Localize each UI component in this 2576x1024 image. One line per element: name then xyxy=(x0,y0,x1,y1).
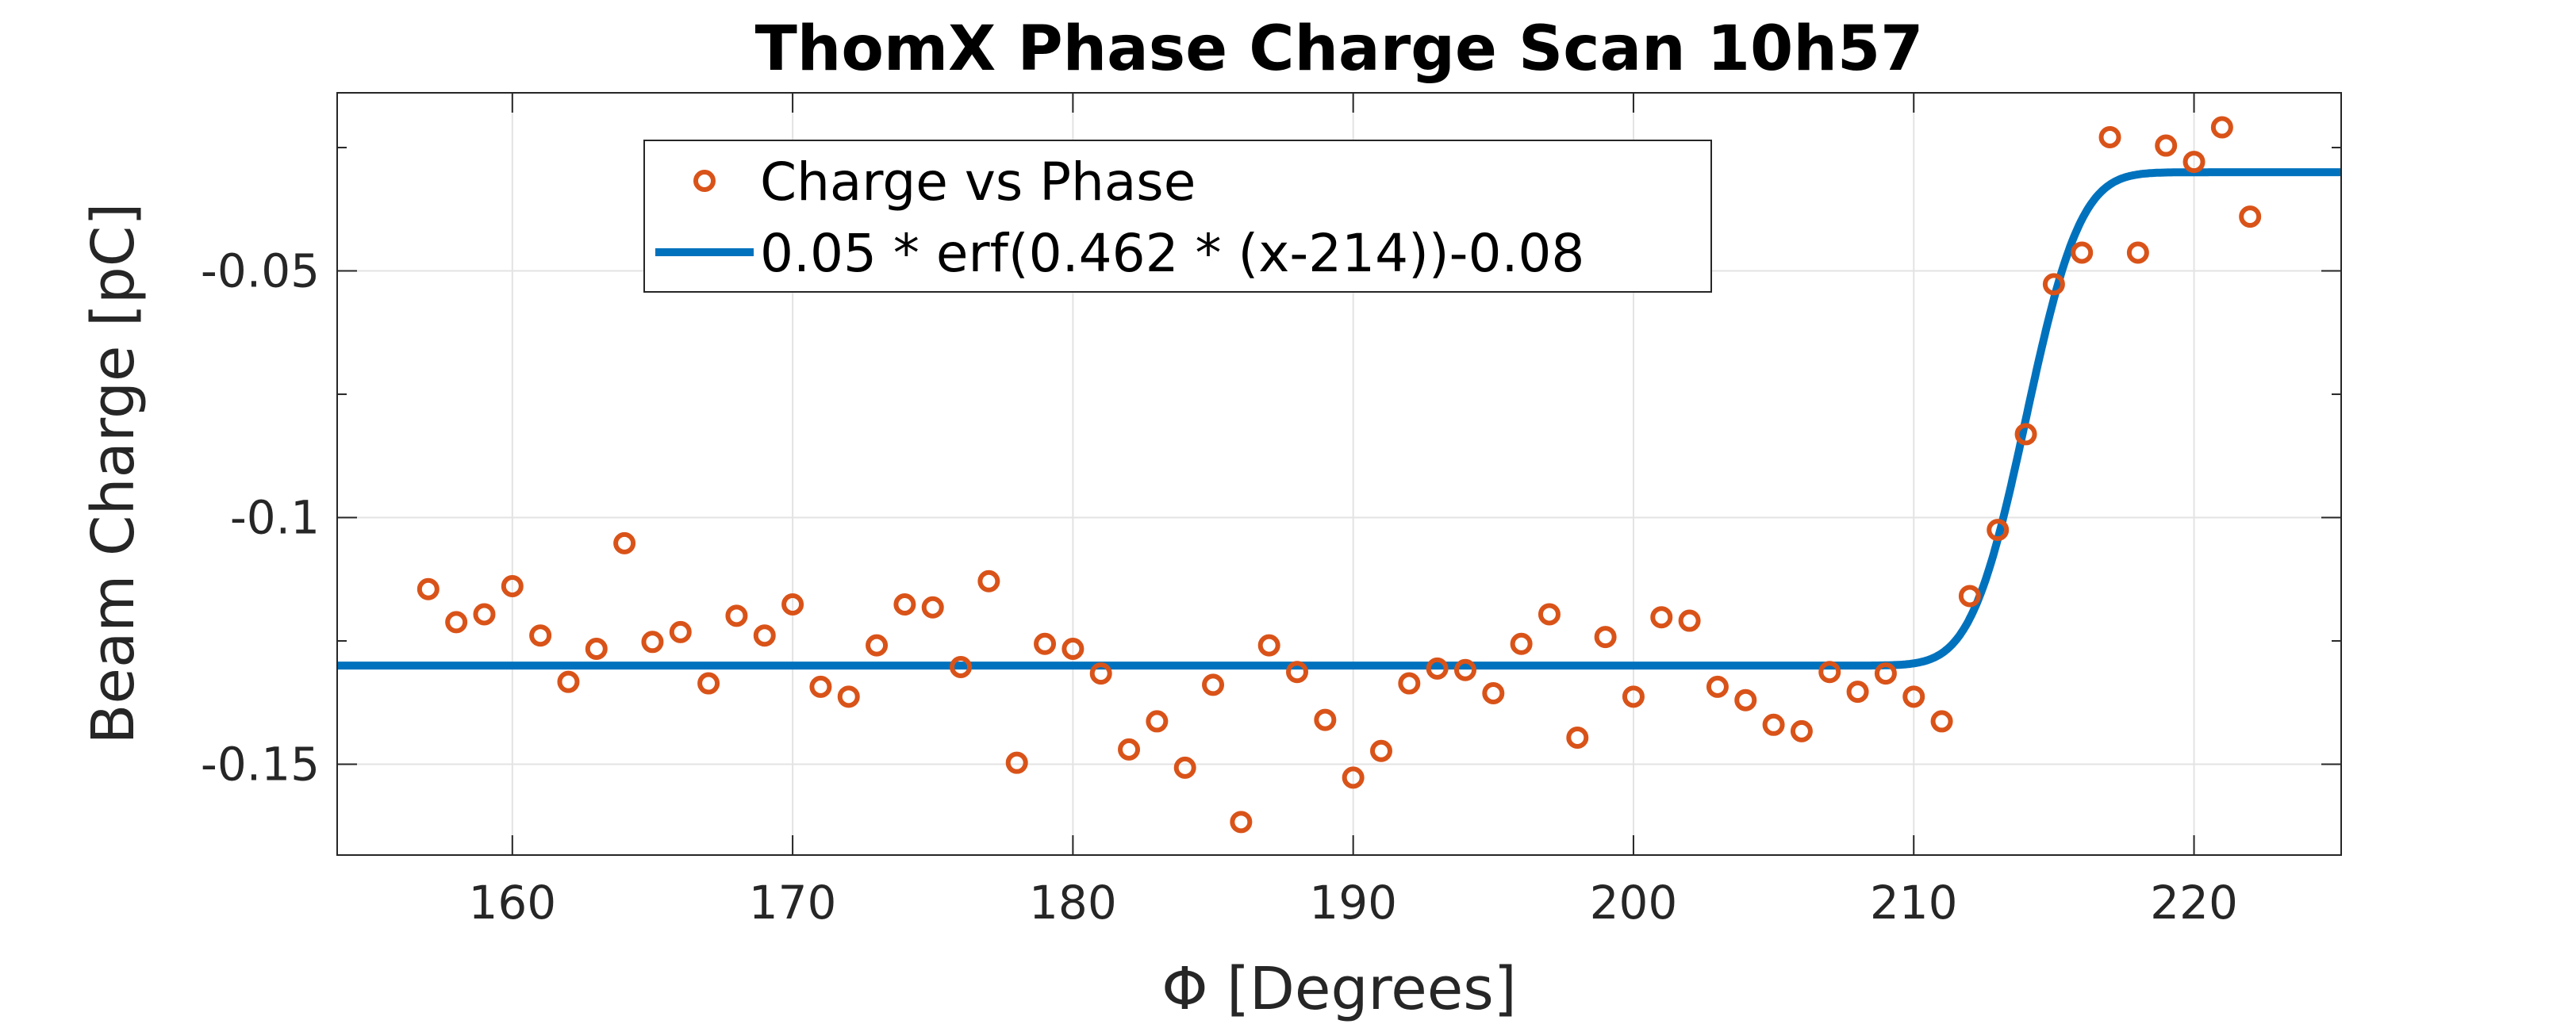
data-point xyxy=(1594,626,1617,649)
data-point xyxy=(725,604,748,627)
data-point xyxy=(1398,672,1421,695)
data-point xyxy=(1706,675,1729,698)
legend-marker-icon xyxy=(693,170,716,192)
data-point xyxy=(1286,661,1309,684)
chart-title: ThomX Phase Charge Scan 10h57 xyxy=(755,13,1924,85)
data-point xyxy=(473,603,496,626)
data-point xyxy=(837,685,860,708)
data-point xyxy=(2126,241,2149,264)
data-point xyxy=(1257,634,1280,657)
data-point xyxy=(1566,726,1589,749)
data-point xyxy=(1987,519,2010,542)
data-point xyxy=(950,656,973,679)
data-point xyxy=(501,575,524,598)
data-point xyxy=(1314,708,1337,731)
data-point xyxy=(2042,273,2065,296)
data-series xyxy=(417,116,2262,834)
data-point xyxy=(1202,673,1225,696)
data-point xyxy=(1538,603,1561,626)
data-point xyxy=(2239,205,2262,228)
data-point xyxy=(2014,423,2037,446)
data-point xyxy=(921,596,944,619)
data-point xyxy=(1118,738,1141,761)
ticks: 160 170 180 190 200 210 220 -0.15 -0.1 -0.05 xyxy=(201,93,2341,930)
data-point xyxy=(1874,662,1897,685)
data-point xyxy=(669,620,692,643)
data-point xyxy=(1902,685,1925,708)
data-point xyxy=(1510,632,1533,655)
fit-series xyxy=(334,168,2344,670)
data-point xyxy=(697,672,720,695)
data-point xyxy=(1622,685,1645,708)
data-point xyxy=(1790,719,1813,742)
data-point xyxy=(1762,713,1785,736)
y-tick-label: -0.05 xyxy=(201,244,320,298)
data-point xyxy=(1005,751,1028,774)
data-point xyxy=(1818,661,1841,684)
data-point xyxy=(753,624,776,647)
data-point xyxy=(893,593,916,616)
data-point xyxy=(1734,688,1757,711)
data-point xyxy=(1146,710,1169,733)
x-tick-label: 170 xyxy=(749,876,837,930)
y-axis-label: Beam Charge [pC] xyxy=(79,203,148,745)
data-point xyxy=(641,631,664,654)
data-point xyxy=(529,624,552,647)
x-tick-label: 180 xyxy=(1029,876,1117,930)
data-point xyxy=(866,634,889,657)
data-point xyxy=(2071,241,2094,264)
y-tick-label: -0.1 xyxy=(230,491,320,545)
data-point xyxy=(1230,811,1253,834)
data-point xyxy=(781,593,804,616)
data-point xyxy=(1930,710,1953,733)
data-point xyxy=(2210,116,2233,139)
y-tick-label: -0.15 xyxy=(201,738,320,792)
data-point xyxy=(1061,638,1085,661)
data-point xyxy=(1958,585,1981,608)
x-axis-label: Φ [Degrees] xyxy=(1161,955,1516,1023)
legend-entry-fit: 0.05 * erf(0.462 * (x-214))-0.08 xyxy=(760,223,1584,284)
x-tick-label: 210 xyxy=(1870,876,1958,930)
data-point xyxy=(1426,657,1449,680)
legend: Charge vs Phase 0.05 * erf(0.462 * (x-21… xyxy=(643,140,1712,293)
axes-box xyxy=(336,92,2342,856)
data-point xyxy=(1678,609,1701,632)
data-point xyxy=(1846,681,1869,704)
data-point xyxy=(1650,606,1673,629)
data-point xyxy=(1173,756,1196,779)
legend-box xyxy=(643,140,1712,293)
data-point xyxy=(2098,125,2121,148)
fit-line xyxy=(334,168,2344,670)
data-point xyxy=(1089,662,1112,685)
x-tick-label: 200 xyxy=(1590,876,1678,930)
data-point xyxy=(977,570,1000,593)
data-point xyxy=(445,611,468,634)
data-point xyxy=(585,638,608,661)
data-point xyxy=(613,531,636,554)
data-point xyxy=(2155,134,2178,157)
x-tick-label: 220 xyxy=(2150,876,2238,930)
data-point xyxy=(1482,681,1505,704)
data-point xyxy=(2182,151,2206,174)
data-point xyxy=(1342,766,1365,789)
legend-entry-points: Charge vs Phase xyxy=(760,151,1196,213)
data-point xyxy=(557,670,580,693)
data-point xyxy=(417,577,440,600)
data-point xyxy=(1453,658,1476,681)
x-tick-label: 160 xyxy=(468,876,556,930)
data-point xyxy=(1369,739,1392,762)
data-point xyxy=(1034,632,1057,655)
x-tick-label: 190 xyxy=(1309,876,1397,930)
data-point xyxy=(809,675,832,698)
